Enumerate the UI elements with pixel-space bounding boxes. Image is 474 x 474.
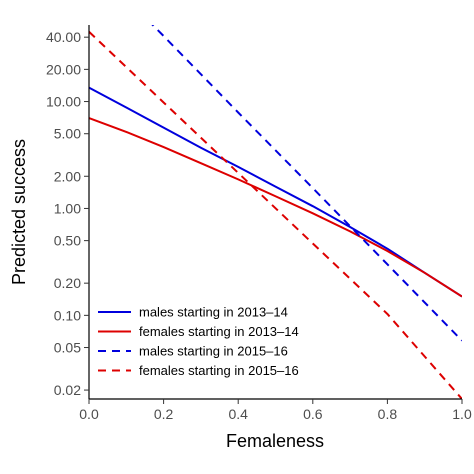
x-tick-label: 0.0 bbox=[79, 406, 99, 422]
series-line-4 bbox=[89, 30, 462, 399]
x-ticks: 0.0 0.2 0.4 0.6 0.8 1.0 bbox=[79, 399, 472, 422]
legend: males starting in 2013–14 females startin… bbox=[98, 305, 299, 378]
legend-label-3: males starting in 2015–16 bbox=[139, 344, 288, 359]
y-tick-label: 0.02 bbox=[54, 382, 81, 398]
series-line-2 bbox=[89, 117, 462, 298]
y-tick-label: 20.00 bbox=[46, 61, 81, 77]
x-tick-label: 0.6 bbox=[303, 406, 323, 422]
plot-background bbox=[89, 25, 462, 399]
y-tick-label: 40.00 bbox=[46, 29, 81, 45]
x-tick-label: 0.2 bbox=[154, 406, 174, 422]
y-tick-label: 0.10 bbox=[54, 307, 81, 323]
y-ticks: 0.02 0.05 0.10 0.20 0.50 1.00 2.00 5.00 10.00 20.… bbox=[46, 29, 89, 398]
x-axis-title: Femaleness bbox=[226, 431, 324, 451]
x-tick-label: 1.0 bbox=[452, 406, 472, 422]
y-tick-label: 2.00 bbox=[54, 168, 81, 184]
legend-label-2: females starting in 2013–14 bbox=[139, 324, 299, 339]
x-tick-label: 0.4 bbox=[228, 406, 248, 422]
legend-label-4: females starting in 2015–16 bbox=[139, 363, 299, 378]
legend-label-1: males starting in 2013–14 bbox=[139, 305, 288, 320]
series-line-1 bbox=[89, 86, 462, 298]
series-layer bbox=[89, 25, 462, 399]
y-tick-label: 0.20 bbox=[54, 275, 81, 291]
y-axis-title: Predicted success bbox=[9, 139, 29, 285]
x-tick-label: 0.8 bbox=[378, 406, 398, 422]
y-tick-label: 0.50 bbox=[54, 233, 81, 249]
y-tick-label: 0.05 bbox=[54, 340, 81, 356]
series-line-3 bbox=[151, 25, 462, 342]
y-tick-label: 5.00 bbox=[54, 126, 81, 142]
y-tick-label: 1.00 bbox=[54, 200, 81, 216]
y-tick-label: 10.00 bbox=[46, 94, 81, 110]
